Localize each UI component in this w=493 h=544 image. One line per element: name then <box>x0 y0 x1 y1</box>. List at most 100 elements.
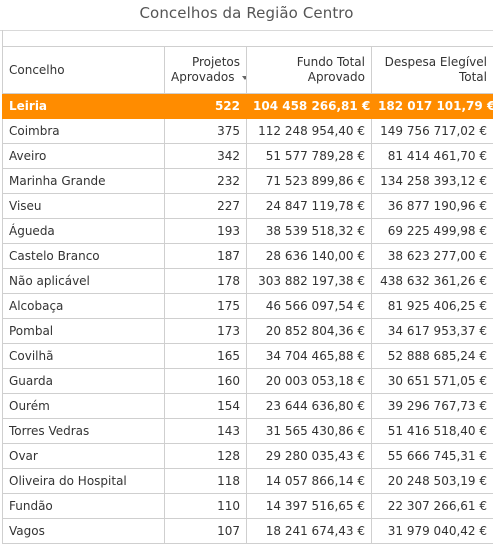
cell-despesa: 51 416 518,40 € <box>372 419 493 444</box>
cell-projetos: 375 <box>165 119 247 144</box>
cell-fundo: 29 280 035,43 € <box>247 444 372 469</box>
sort-descending-icon[interactable] <box>242 76 246 80</box>
cell-fundo: 20 852 804,36 € <box>247 319 372 344</box>
cell-despesa: 20 248 503,19 € <box>372 469 493 494</box>
cell-projetos: 110 <box>165 494 247 519</box>
cell-concelho: Coimbra <box>3 119 165 144</box>
cell-fundo: 14 057 866,14 € <box>247 469 372 494</box>
cell-fundo: 104 458 266,81 € <box>247 94 372 119</box>
cell-despesa: 81 414 461,70 € <box>372 144 493 169</box>
cell-concelho: Covilhã <box>3 344 165 369</box>
page-title: Concelhos da Região Centro <box>0 4 493 22</box>
column-header-concelho-label: Concelho <box>9 63 65 77</box>
cell-projetos: 187 <box>165 244 247 269</box>
title-divider <box>0 30 493 31</box>
cell-concelho: Castelo Branco <box>3 244 165 269</box>
cell-projetos: 107 <box>165 519 247 544</box>
cell-fundo: 46 566 097,54 € <box>247 294 372 319</box>
cell-fundo: 303 882 197,38 € <box>247 269 372 294</box>
cell-fundo: 38 539 518,32 € <box>247 219 372 244</box>
cell-despesa: 149 756 717,02 € <box>372 119 493 144</box>
cell-projetos: 227 <box>165 194 247 219</box>
cell-fundo: 71 523 899,86 € <box>247 169 372 194</box>
cell-despesa: 22 307 266,61 € <box>372 494 493 519</box>
scroll-edge <box>2 30 3 46</box>
column-header-projetos-line1: Projetos <box>192 55 240 69</box>
cell-projetos: 173 <box>165 319 247 344</box>
cell-fundo: 23 644 636,80 € <box>247 394 372 419</box>
cell-projetos: 165 <box>165 344 247 369</box>
cell-fundo: 28 636 140,00 € <box>247 244 372 269</box>
cell-fundo: 51 577 789,28 € <box>247 144 372 169</box>
column-header-despesa[interactable]: Despesa Elegível Total <box>372 47 493 94</box>
cell-fundo: 34 704 465,88 € <box>247 344 372 369</box>
cell-concelho: Não aplicável <box>3 269 165 294</box>
cell-concelho: Marinha Grande <box>3 169 165 194</box>
cell-despesa: 31 979 040,42 € <box>372 519 493 544</box>
cell-despesa: 34 617 953,37 € <box>372 319 493 344</box>
cell-despesa: 69 225 499,98 € <box>372 219 493 244</box>
cell-despesa: 182 017 101,79 € <box>372 94 493 119</box>
cell-projetos: 128 <box>165 444 247 469</box>
cell-projetos: 143 <box>165 419 247 444</box>
column-header-fundo[interactable]: Fundo Total Aprovado <box>247 47 372 94</box>
cell-concelho: Ovar <box>3 444 165 469</box>
cell-despesa: 438 632 361,26 € <box>372 269 493 294</box>
cell-fundo: 18 241 674,43 € <box>247 519 372 544</box>
cell-projetos: 175 <box>165 294 247 319</box>
column-header-despesa-line2: Total <box>459 70 487 84</box>
cell-projetos: 160 <box>165 369 247 394</box>
cell-concelho: Leiria <box>3 94 165 119</box>
cell-despesa: 38 623 277,00 € <box>372 244 493 269</box>
cell-fundo: 112 248 954,40 € <box>247 119 372 144</box>
cell-projetos: 193 <box>165 219 247 244</box>
cell-despesa: 52 888 685,24 € <box>372 344 493 369</box>
cell-projetos: 178 <box>165 269 247 294</box>
cell-concelho: Viseu <box>3 194 165 219</box>
cell-projetos: 232 <box>165 169 247 194</box>
cell-despesa: 36 877 190,96 € <box>372 194 493 219</box>
cell-fundo: 31 565 430,86 € <box>247 419 372 444</box>
cell-projetos: 118 <box>165 469 247 494</box>
cell-despesa: 55 666 745,31 € <box>372 444 493 469</box>
cell-concelho: Alcobaça <box>3 294 165 319</box>
column-header-projetos-line2: Aprovados <box>171 70 235 84</box>
cell-despesa: 30 651 571,05 € <box>372 369 493 394</box>
cell-concelho: Guarda <box>3 369 165 394</box>
cell-concelho: Torres Vedras <box>3 419 165 444</box>
cell-fundo: 14 397 516,65 € <box>247 494 372 519</box>
cell-concelho: Águeda <box>3 219 165 244</box>
concelhos-table: Concelho Projetos Aprovados Fundo Total … <box>2 46 493 544</box>
concelhos-table-container: Concelho Projetos Aprovados Fundo Total … <box>2 46 493 544</box>
column-header-concelho[interactable]: Concelho <box>3 47 165 94</box>
table-header-row: Concelho Projetos Aprovados Fundo Total … <box>3 47 493 94</box>
cell-concelho: Pombal <box>3 319 165 344</box>
column-header-despesa-line1: Despesa Elegível <box>385 55 487 69</box>
cell-fundo: 20 003 053,18 € <box>247 369 372 394</box>
cell-projetos: 522 <box>165 94 247 119</box>
cell-concelho: Aveiro <box>3 144 165 169</box>
cell-concelho: Ourém <box>3 394 165 419</box>
cell-projetos: 342 <box>165 144 247 169</box>
cell-despesa: 134 258 393,12 € <box>372 169 493 194</box>
column-header-projetos[interactable]: Projetos Aprovados <box>165 47 247 94</box>
